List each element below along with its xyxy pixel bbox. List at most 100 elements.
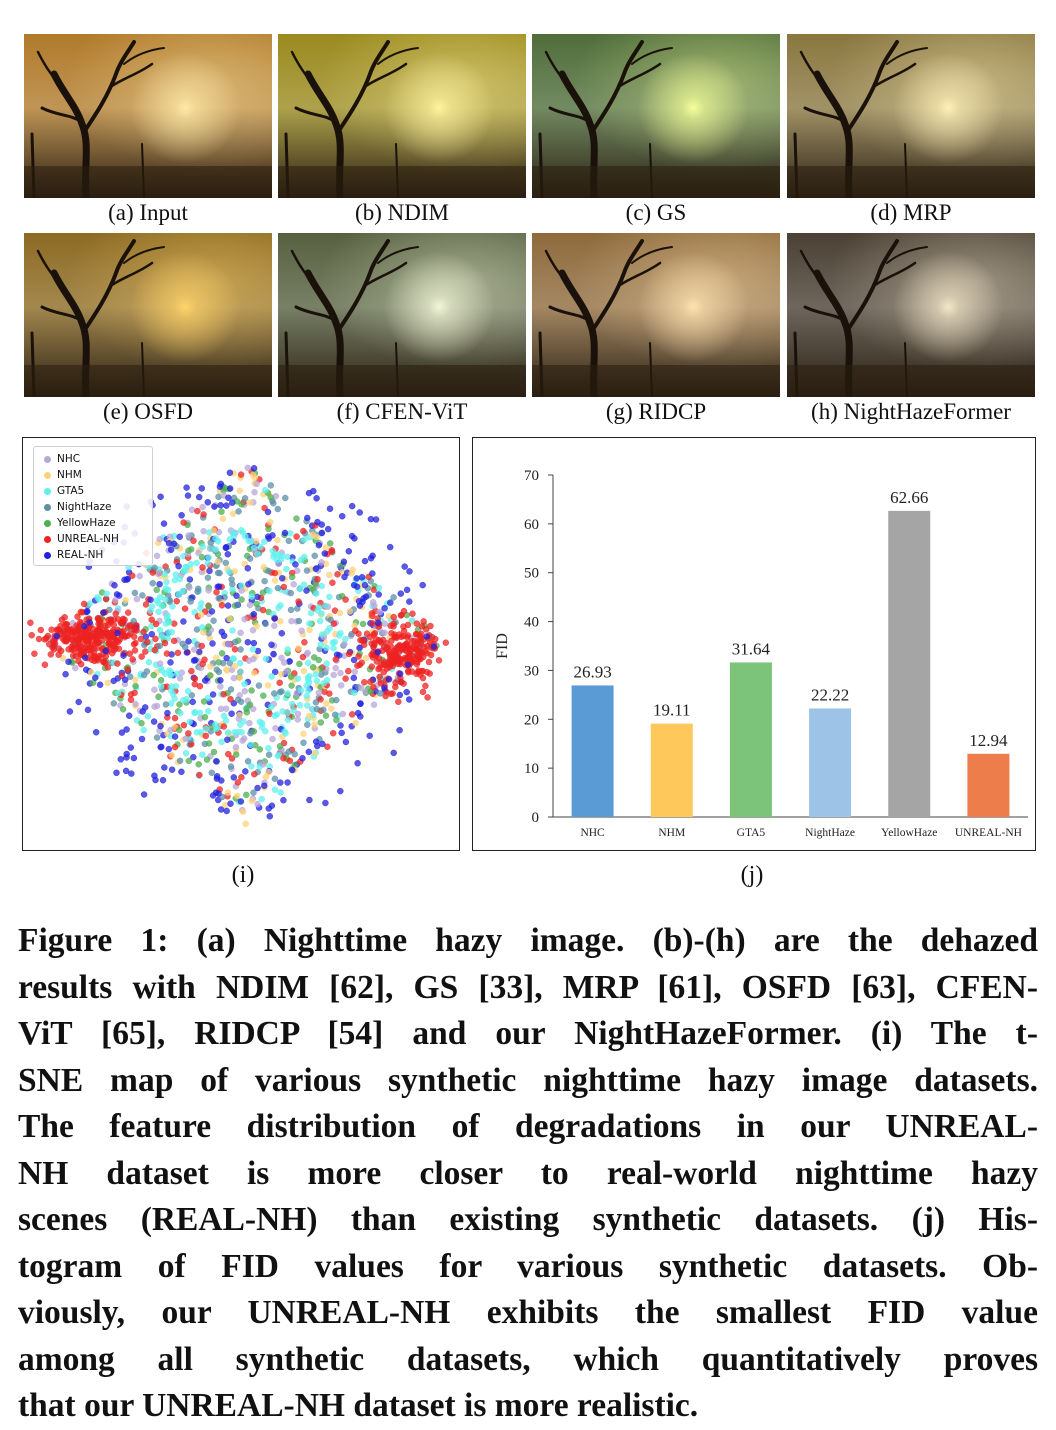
photo-caption: (b) NDIM (355, 200, 449, 225)
scatter-point (79, 634, 86, 641)
scatter-point (387, 543, 394, 551)
scatter-point (173, 670, 181, 677)
x-tick-label: NHC (580, 827, 605, 839)
caption-line: The feature distribution of degradations… (18, 1108, 1038, 1145)
fid-chart-panel: 0 10 20 30 40 50 60 70 FID 26.93 NHC 19.11 NHM 31.64 G… (472, 437, 1036, 851)
scatter-point (142, 601, 150, 608)
scatter-point (219, 515, 227, 523)
scatter-point (167, 671, 174, 679)
scatter-point (92, 674, 99, 681)
scatter-point (238, 596, 245, 603)
scatter-point (315, 656, 322, 664)
scatter-point (369, 612, 376, 620)
photo-caption: (e) OSFD (102, 399, 194, 424)
photo-cell: (c) GS (532, 34, 780, 225)
scatter-point (367, 678, 374, 686)
scatter-point (330, 645, 337, 652)
scatter-point (204, 499, 212, 506)
scatter-point (186, 584, 193, 591)
scatter-point (345, 650, 353, 658)
scatter-point (238, 729, 245, 736)
scatter-point (132, 700, 139, 708)
scatter-point (112, 596, 119, 604)
scatter-point (139, 592, 146, 599)
scatter-point (198, 553, 206, 561)
tree-silhouette (24, 239, 272, 397)
scatter-point (280, 755, 287, 762)
scatter-point (180, 618, 187, 625)
scatter-point (265, 745, 272, 752)
scatter-point (432, 635, 439, 643)
tree-silhouette (24, 40, 272, 198)
scatter-point (77, 608, 85, 616)
scatter-point (317, 719, 324, 726)
scatter-point (152, 620, 160, 628)
scatter-point (290, 707, 297, 714)
scatter-point (381, 605, 388, 612)
scatter-point (115, 645, 123, 652)
scatter-point (153, 702, 161, 710)
scatter-point (175, 591, 182, 598)
scatter-point (131, 689, 138, 697)
scatter-point (357, 700, 364, 707)
scatter-point (124, 609, 132, 616)
scatter-point (418, 649, 426, 657)
scatter-point (332, 656, 339, 663)
scatter-point (73, 628, 81, 635)
legend-label: UNREAL-NH (57, 533, 119, 545)
scatter-point (218, 650, 226, 657)
scatter-point (275, 604, 282, 611)
scatter-point (138, 735, 146, 743)
scatter-point (407, 647, 414, 654)
scatter-point (312, 565, 320, 573)
scatter-point (289, 766, 296, 774)
scatter-point (153, 734, 161, 741)
scatter-point (271, 775, 279, 782)
scatter-point (81, 629, 89, 636)
scatter-point (373, 658, 380, 665)
scatter-point (397, 590, 404, 597)
scatter-point (383, 665, 390, 672)
scatter-point (171, 743, 179, 751)
scatter-point (161, 764, 168, 771)
scatter-point (370, 684, 377, 691)
scatter-point (148, 616, 155, 623)
scatter-point (234, 601, 241, 609)
scatter-point (236, 659, 244, 667)
scatter-point (401, 641, 409, 649)
scatter-point (217, 502, 224, 509)
scatter-point (293, 533, 300, 540)
scatter-point (31, 650, 38, 657)
scatter-point (349, 502, 356, 510)
scatter-point (150, 718, 158, 725)
scatter-point (205, 554, 212, 561)
scatter-point (423, 626, 430, 633)
scatter-points (27, 464, 449, 827)
bar (809, 708, 852, 817)
scatter-point (244, 758, 252, 765)
caption-line: results with NDIM [62], GS [33], MRP [61… (18, 968, 1038, 1006)
scatter-point (123, 726, 130, 733)
scatter-point (266, 813, 274, 820)
scatter-point (190, 537, 197, 545)
scatter-point (173, 597, 180, 605)
scatter-point (315, 689, 322, 697)
scatter-point (131, 647, 139, 654)
scatter-point (349, 566, 356, 573)
scatter-point (248, 763, 255, 770)
scatter-point (209, 640, 216, 647)
hazy-scene-image (532, 34, 780, 198)
scatter-point (160, 520, 168, 527)
scatter-point (262, 728, 269, 735)
scatter-point (218, 508, 225, 515)
scatter-point (158, 633, 165, 640)
hazy-scene-image (24, 34, 272, 198)
scatter-point (350, 656, 358, 664)
scatter-point (118, 619, 126, 626)
scatter-point (389, 654, 396, 662)
scatter-point (314, 607, 321, 614)
scatter-point (124, 575, 131, 583)
scatter-point (123, 750, 130, 758)
scatter-point (190, 646, 198, 653)
scatter-point (397, 670, 404, 677)
